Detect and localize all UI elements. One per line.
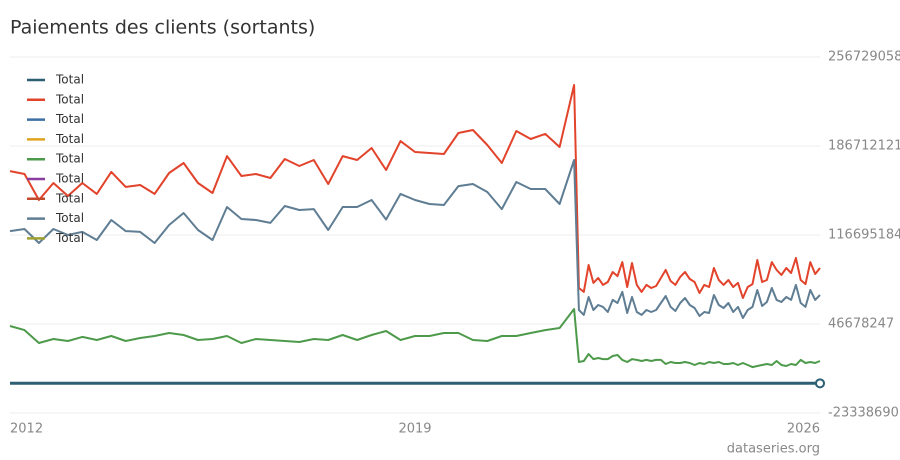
legend-label: Total — [55, 191, 84, 205]
y-tick-label: 256729058 — [828, 50, 900, 65]
series-line — [9, 84, 821, 299]
legend-label: Total — [55, 132, 84, 146]
legend-label: Total — [55, 112, 84, 126]
legend-label: Total — [55, 211, 84, 225]
legend-label: Total — [55, 73, 84, 87]
grid — [10, 56, 820, 414]
source: dataseries.org — [727, 442, 820, 457]
y-tick-label: 186712121 — [828, 139, 900, 154]
legend-label: Total — [55, 92, 84, 106]
series-line — [9, 308, 821, 369]
y-tick-label: 116695184 — [828, 228, 900, 243]
legend-label: Total — [55, 172, 84, 186]
end-marker — [815, 378, 825, 389]
legend-label: Total — [55, 152, 84, 166]
chart-title: Paiements des clients (sortants) — [10, 17, 315, 39]
legend-label: Total — [55, 231, 84, 245]
x-tick-label: 2019 — [398, 422, 431, 437]
series-line — [9, 159, 821, 319]
x-tick-label: 2012 — [10, 422, 43, 437]
x-tick-label: 2026 — [787, 422, 820, 437]
y-tick-label: 46678247 — [828, 317, 894, 332]
y-tick-label: -23338690 — [828, 406, 899, 421]
